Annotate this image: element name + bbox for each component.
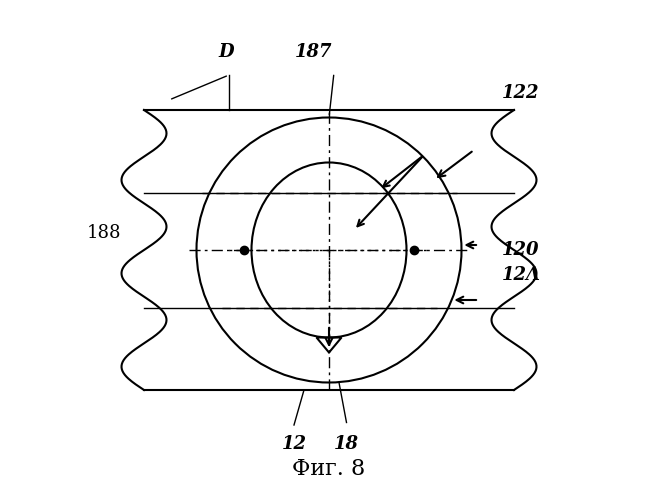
Text: 188: 188 [87,224,122,242]
Text: 12: 12 [282,435,307,453]
Text: 18: 18 [334,435,359,453]
Text: Фиг. 8: Фиг. 8 [292,458,366,480]
Text: D: D [218,43,234,61]
Text: 12Λ: 12Λ [501,266,540,284]
Text: 120: 120 [501,241,539,259]
Text: 187: 187 [295,43,333,61]
Text: 122: 122 [501,84,539,102]
